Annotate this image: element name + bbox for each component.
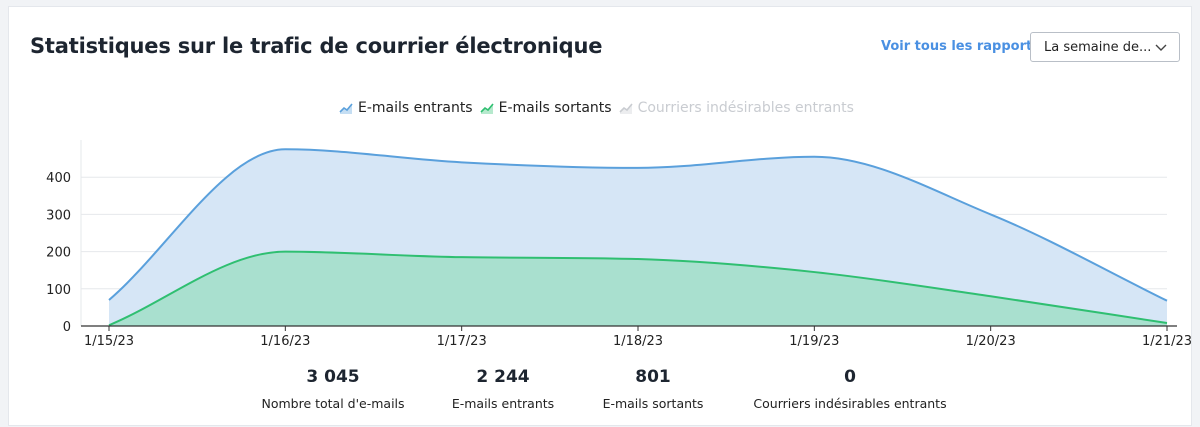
stat-label: E-mails sortants: [602, 396, 704, 411]
stat-value: 0: [844, 367, 856, 387]
area-layer: [108, 148, 1168, 327]
view-all-reports-link[interactable]: Voir tous les rapports: [881, 39, 1040, 54]
page-title: Statistiques sur le trafic de courrier é…: [30, 34, 603, 58]
series-line: [108, 148, 1168, 302]
x-tick-label: 1/20/23: [966, 334, 1016, 349]
line-chart-icon: [339, 102, 353, 114]
stat-label: Courriers indésirables entrants: [753, 396, 947, 411]
stat-value: 801: [635, 367, 671, 387]
stat-outgoing: 801 E-mails sortants: [553, 367, 753, 411]
line-chart-icon: [619, 102, 633, 114]
traffic-area-chart: 0 100 200 300 400 1/15/23 1/16/23 1/17/23 1/18/2…: [46, 140, 1192, 349]
legend-item-outgoing[interactable]: E-mails sortants: [480, 100, 612, 116]
y-tick-label: 200: [46, 246, 71, 261]
x-tick-label: 1/16/23: [260, 334, 310, 349]
legend-item-spam[interactable]: Courriers indésirables entrants: [619, 100, 854, 116]
series-area: [109, 251, 1167, 326]
stat-value: 2 244: [476, 367, 530, 387]
x-tick-label: 1/21/23: [1142, 334, 1192, 349]
legend-label: E-mails entrants: [358, 100, 473, 116]
x-tick-label: 1/17/23: [437, 334, 487, 349]
stat-incoming: 2 244 E-mails entrants: [403, 367, 603, 411]
period-select[interactable]: La semaine de...: [1030, 32, 1180, 62]
stat-spam: 0 Courriers indésirables entrants: [750, 367, 950, 411]
line-chart-icon: [480, 102, 494, 114]
x-tick-label: 1/18/23: [613, 334, 663, 349]
x-tick-label: 1/15/23: [84, 334, 134, 349]
y-tick-label: 400: [46, 171, 71, 186]
x-tick-label: 1/19/23: [789, 334, 839, 349]
period-select-value: La semaine de...: [1044, 39, 1152, 55]
y-tick-label: 300: [46, 208, 71, 223]
stat-total: 3 045 Nombre total d'e-mails: [233, 367, 433, 411]
legend-item-incoming[interactable]: E-mails entrants: [339, 100, 473, 116]
summary-stats: 3 045 Nombre total d'e-mails 2 244 E-mai…: [9, 367, 1193, 427]
stat-label: E-mails entrants: [451, 396, 555, 411]
y-tick-label: 0: [63, 320, 71, 335]
axis-layer: 0 100 200 300 400 1/15/23 1/16/23 1/17/23 1/18/2…: [46, 171, 1192, 349]
chevron-down-icon: [1155, 44, 1167, 51]
traffic-card: Statistiques sur le trafic de courrier é…: [8, 6, 1192, 426]
y-tick-label: 100: [46, 283, 71, 298]
series-line: [108, 250, 1168, 327]
stat-label: Nombre total d'e-mails: [261, 396, 405, 411]
stat-value: 3 045: [306, 367, 360, 387]
legend-label: Courriers indésirables entrants: [637, 100, 854, 116]
legend-label: E-mails sortants: [498, 100, 612, 116]
chart-legend: E-mails entrants E-mails sortants Courri…: [339, 100, 854, 116]
